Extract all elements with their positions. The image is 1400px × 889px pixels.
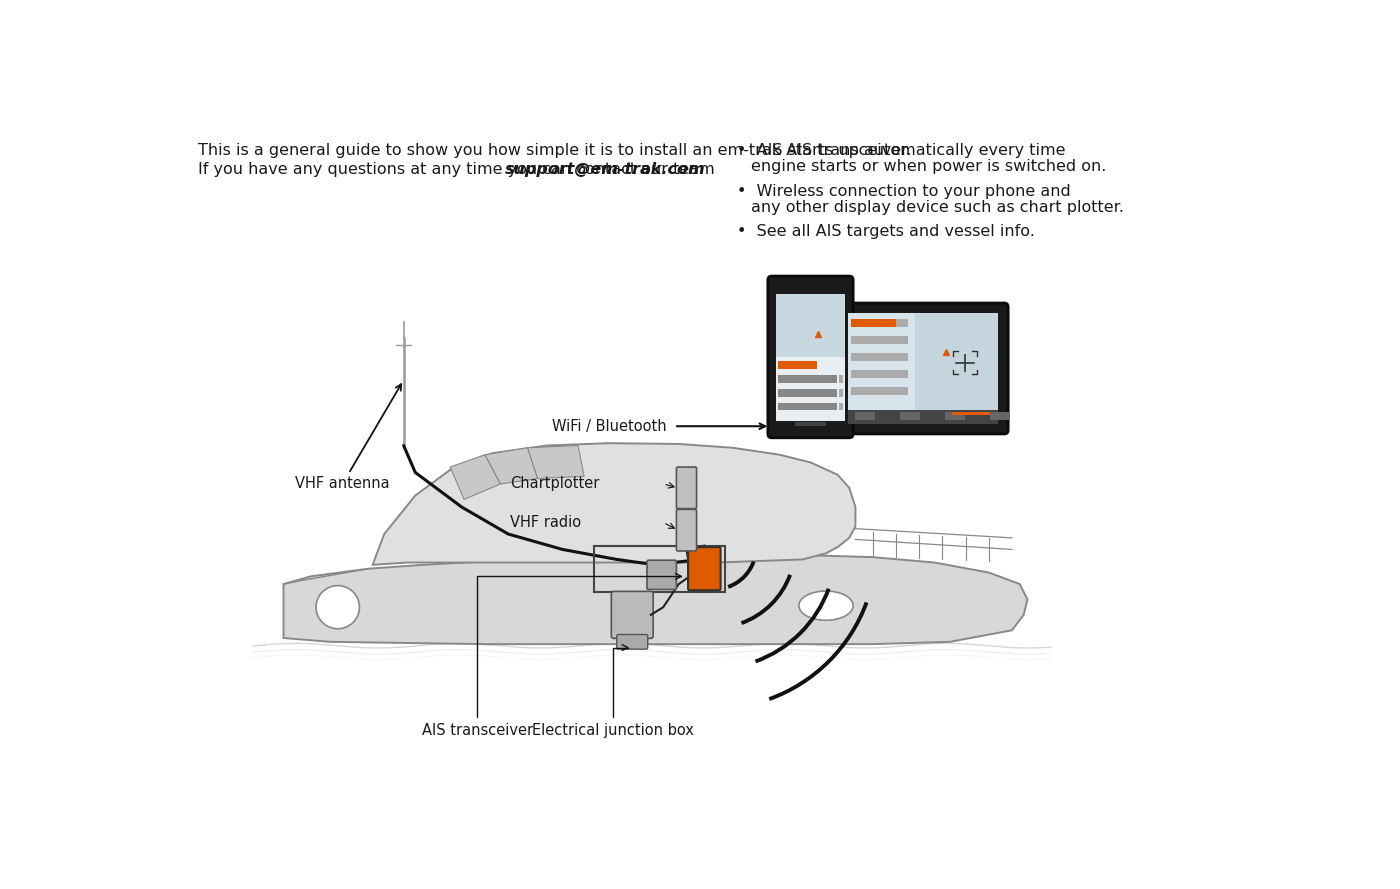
Bar [990, 412, 1009, 420]
Text: engine starts or when power is switched on.: engine starts or when power is switched … [750, 159, 1106, 174]
Text: •  AIS starts up automatically every time: • AIS starts up automatically every time [736, 143, 1065, 158]
FancyBboxPatch shape [776, 293, 846, 357]
FancyBboxPatch shape [687, 547, 721, 590]
Bar [594, 546, 725, 592]
Text: WiFi / Bluetooth: WiFi / Bluetooth [553, 419, 666, 434]
Bar [839, 403, 843, 411]
Bar [952, 412, 990, 415]
Bar [851, 353, 909, 361]
Bar [900, 412, 920, 420]
Text: If you have any questions at any time you can contact our team: If you have any questions at any time yo… [199, 162, 720, 177]
FancyBboxPatch shape [848, 313, 998, 424]
FancyBboxPatch shape [617, 635, 648, 649]
Text: •  Wireless connection to your phone and: • Wireless connection to your phone and [736, 184, 1071, 198]
Bar [778, 388, 837, 396]
Text: AIS transceiver: AIS transceiver [421, 573, 682, 738]
FancyBboxPatch shape [612, 591, 654, 638]
Bar [851, 319, 909, 327]
FancyBboxPatch shape [647, 560, 676, 589]
Bar [855, 412, 875, 420]
Bar [851, 336, 909, 344]
Text: VHF antenna: VHF antenna [295, 384, 402, 492]
Circle shape [316, 586, 360, 629]
FancyBboxPatch shape [676, 509, 697, 551]
Text: •  See all AIS targets and vessel info.: • See all AIS targets and vessel info. [736, 225, 1035, 239]
Bar [795, 421, 826, 426]
Bar [851, 387, 909, 395]
Bar [778, 375, 837, 383]
Text: This is a general guide to show you how simple it is to install an em-trak AIS t: This is a general guide to show you how … [199, 143, 911, 158]
Bar [851, 319, 896, 327]
Text: any other display device such as chart plotter.: any other display device such as chart p… [750, 200, 1124, 215]
Bar [778, 403, 837, 411]
Polygon shape [283, 555, 1028, 645]
FancyBboxPatch shape [767, 276, 853, 437]
Text: support@em-trak.com: support@em-trak.com [504, 162, 706, 177]
Polygon shape [451, 454, 501, 500]
Bar [839, 388, 843, 396]
FancyBboxPatch shape [837, 303, 1008, 434]
Text: VHF radio: VHF radio [510, 515, 581, 530]
Bar [851, 370, 909, 378]
FancyBboxPatch shape [676, 467, 697, 509]
Polygon shape [528, 445, 584, 478]
Polygon shape [372, 444, 855, 565]
FancyBboxPatch shape [848, 313, 916, 424]
Bar [848, 410, 998, 424]
Bar [778, 361, 818, 369]
Ellipse shape [799, 591, 853, 621]
Bar [945, 412, 965, 420]
Text: Chartplotter: Chartplotter [510, 477, 599, 492]
Bar [839, 375, 843, 383]
Text: Electrical junction box: Electrical junction box [532, 645, 694, 738]
FancyBboxPatch shape [916, 313, 998, 424]
FancyBboxPatch shape [776, 293, 846, 420]
Polygon shape [484, 448, 538, 484]
